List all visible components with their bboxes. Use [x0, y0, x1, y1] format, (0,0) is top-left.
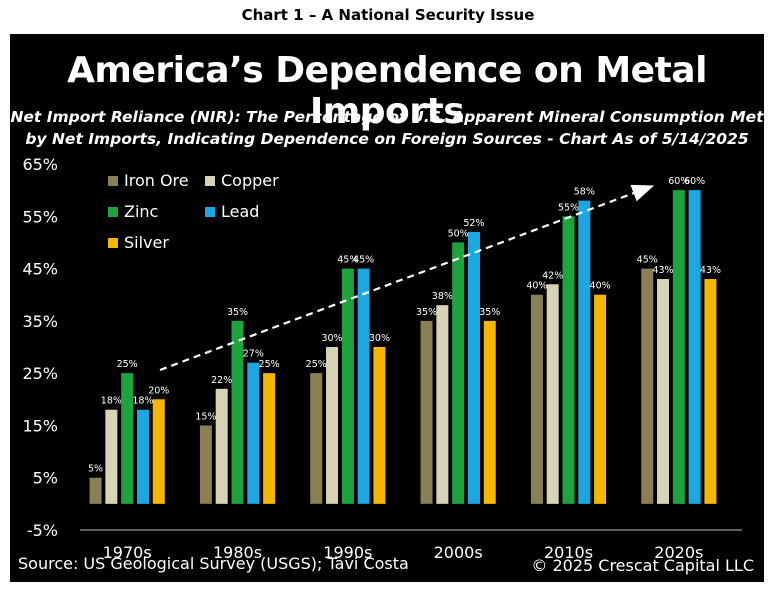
bar-lead	[136, 409, 149, 504]
bar-silver	[263, 373, 276, 504]
chart-title: America’s Dependence on Metal Imports	[67, 50, 707, 132]
data-label: 60%	[684, 176, 705, 187]
data-label: 30%	[321, 333, 342, 344]
bar-silver	[373, 347, 386, 504]
bar-copper	[436, 305, 449, 504]
x-tick-label: 2000s	[434, 543, 483, 562]
y-tick-label: 65%	[22, 155, 58, 174]
source-note: Source: US Geological Survey (USGS); Tav…	[18, 554, 409, 573]
legend-swatch	[108, 176, 118, 186]
bar-silver	[483, 320, 496, 504]
bar-silver	[152, 399, 165, 504]
y-tick-label: 35%	[22, 312, 58, 331]
subtitle-line-1: Net Import Reliance (NIR): The Percentag…	[10, 108, 764, 126]
bar-iron-ore	[199, 425, 212, 504]
trend-arrow	[159, 184, 655, 372]
bar-lead	[467, 231, 480, 504]
y-tick-label: -5%	[27, 521, 58, 540]
data-label: 5%	[88, 464, 103, 475]
legend-label: Lead	[221, 202, 259, 221]
data-label: 40%	[590, 281, 611, 292]
legend-swatch	[205, 207, 215, 217]
bar-iron-ore	[420, 320, 433, 504]
legend-label: Zinc	[124, 202, 158, 221]
x-tick-label: 1980s	[213, 543, 262, 562]
bar-copper	[105, 409, 118, 504]
data-label: 55%	[558, 202, 579, 213]
bar-iron-ore	[530, 294, 543, 504]
bar-chart: 65%55%45%35%25%15%5%-5%5%18%25%18%20%197…	[22, 155, 742, 562]
bar-iron-ore	[641, 268, 654, 504]
data-label: 35%	[479, 307, 500, 318]
legend-label: Silver	[124, 233, 169, 252]
data-label: 45%	[337, 255, 358, 266]
data-label: 45%	[637, 255, 658, 266]
y-tick-label: 55%	[22, 207, 58, 226]
legend-swatch	[108, 238, 118, 248]
bar-lead	[247, 362, 260, 504]
bar-copper	[215, 388, 228, 504]
data-label: 43%	[652, 265, 673, 276]
bar-lead	[688, 190, 701, 504]
legend-swatch	[108, 207, 118, 217]
data-label: 45%	[353, 255, 374, 266]
chart-panel: 65% 55% 45% 35% 25% 15% 5% -5% 5% 18% 25% 18% 20% 197…	[10, 34, 764, 582]
x-tick-label: 2010s	[544, 543, 593, 562]
bar-iron-ore	[310, 373, 323, 504]
data-label: 60%	[668, 176, 689, 187]
bar-copper	[657, 279, 670, 504]
data-label: 35%	[416, 307, 437, 318]
data-label: 43%	[700, 265, 721, 276]
data-label: 25%	[117, 359, 138, 370]
data-label: 25%	[306, 359, 327, 370]
data-label: 18%	[132, 396, 153, 407]
data-label: 25%	[259, 359, 280, 370]
bar-zinc	[672, 190, 685, 504]
y-tick-label: 25%	[22, 364, 58, 383]
y-tick-label: 15%	[22, 416, 58, 435]
bar-silver	[594, 294, 607, 504]
x-tick-label: 1990s	[323, 543, 372, 562]
bar-silver	[704, 279, 717, 504]
bar-copper	[546, 284, 559, 504]
data-label: 38%	[432, 291, 453, 302]
bar-zinc	[231, 320, 244, 504]
data-label: 35%	[227, 307, 248, 318]
data-label: 22%	[211, 375, 232, 386]
bar-zinc	[452, 242, 465, 504]
legend-label: Copper	[221, 171, 279, 190]
chart-heading: Chart 1 – A National Security Issue	[241, 6, 535, 24]
legend-swatch	[205, 176, 215, 186]
bar-iron-ore	[89, 477, 102, 504]
data-label: 18%	[101, 396, 122, 407]
data-label: 20%	[148, 385, 169, 396]
x-tick-label: 2020s	[654, 543, 703, 562]
data-label: 50%	[448, 228, 469, 239]
data-label: 52%	[463, 218, 484, 229]
bar-zinc	[121, 373, 134, 504]
bar-lead	[357, 268, 370, 504]
bar-zinc	[562, 216, 575, 504]
bar-copper	[326, 347, 339, 504]
subtitle-line-2: by Net Imports, Indicating Dependence on…	[25, 130, 749, 148]
x-tick-label: 1970s	[103, 543, 152, 562]
chart-subtitle: Net Import Reliance (NIR): The Percentag…	[10, 106, 764, 150]
data-label: 40%	[526, 281, 547, 292]
data-label: 58%	[574, 187, 595, 198]
y-tick-label: 45%	[22, 260, 58, 279]
legend-label: Iron Ore	[124, 171, 189, 190]
data-label: 15%	[195, 411, 216, 422]
bar-zinc	[341, 268, 354, 504]
copyright-note: © 2025 Crescat Capital LLC	[531, 556, 754, 575]
data-label: 42%	[542, 270, 563, 281]
data-label: 30%	[369, 333, 390, 344]
data-label: 27%	[243, 349, 264, 360]
bar-lead	[578, 200, 591, 504]
y-tick-label: 5%	[33, 469, 58, 488]
